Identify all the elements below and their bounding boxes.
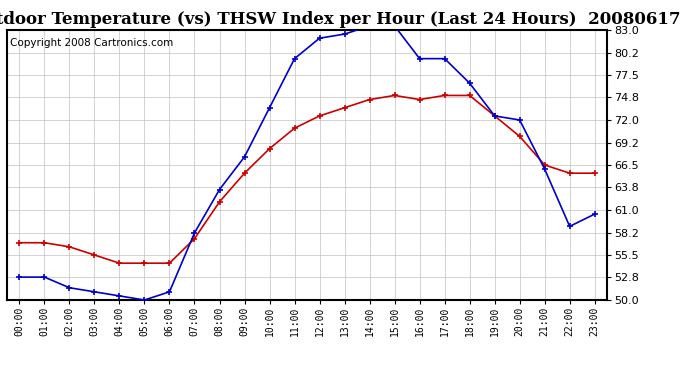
Text: Copyright 2008 Cartronics.com: Copyright 2008 Cartronics.com	[10, 38, 173, 48]
Text: Outdoor Temperature (vs) THSW Index per Hour (Last 24 Hours)  20080617: Outdoor Temperature (vs) THSW Index per …	[0, 11, 680, 28]
